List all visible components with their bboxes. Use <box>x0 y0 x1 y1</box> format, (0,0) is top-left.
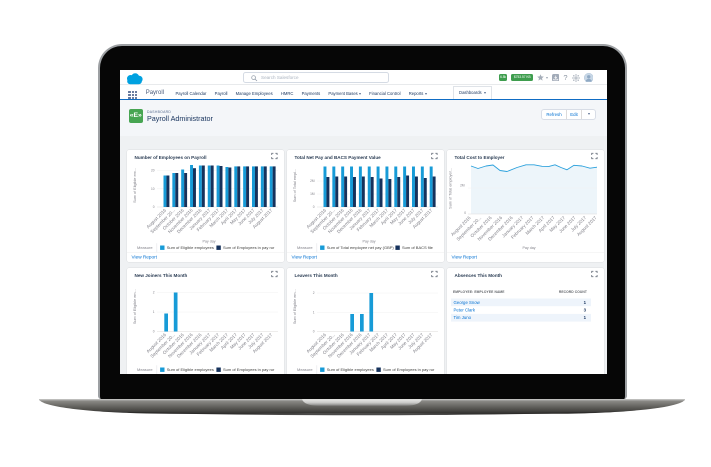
svg-text:Absences This Month: Absences This Month <box>455 273 503 278</box>
svg-text:Pay day: Pay day <box>203 239 216 243</box>
svg-text:1: 1 <box>313 310 315 314</box>
svg-text:2M: 2M <box>460 184 465 188</box>
svg-text:Leavers This Month: Leavers This Month <box>295 273 338 278</box>
svg-text:Sum of Eligible employees: Sum of Eligible employees <box>327 367 374 372</box>
svg-text:View Report: View Report <box>132 254 158 259</box>
svg-text:1: 1 <box>153 310 155 314</box>
svg-text:1: 1 <box>584 315 587 320</box>
svg-text:Total Net Pay and BACS Payment: Total Net Pay and BACS Payment Value <box>295 155 382 160</box>
svg-text:Measure: Measure <box>137 245 153 250</box>
svg-text:Sum of Eligible em...: Sum of Eligible em... <box>133 289 137 324</box>
svg-text:Sum of Eligible employees: Sum of Eligible employees <box>167 245 214 250</box>
svg-text:0: 0 <box>313 330 315 334</box>
svg-text:Sum of Total empl...: Sum of Total empl... <box>293 169 297 202</box>
svg-text:Total Cost to Employer: Total Cost to Employer <box>455 155 505 160</box>
svg-text:Pay day: Pay day <box>363 239 376 243</box>
svg-text:Sum of Total employer...: Sum of Total employer... <box>449 168 453 209</box>
svg-text:Number of Employees on Payroll: Number of Employees on Payroll <box>135 155 207 160</box>
svg-text:20: 20 <box>151 169 155 173</box>
svg-text:George Snow: George Snow <box>454 300 481 305</box>
svg-text:10: 10 <box>151 187 155 191</box>
svg-text:1: 1 <box>584 300 587 305</box>
svg-text:Sum of Employees in pay rur: Sum of Employees in pay rur <box>383 367 435 372</box>
svg-text:Measure: Measure <box>137 367 153 372</box>
svg-text:New Joiners This Month: New Joiners This Month <box>135 273 188 278</box>
svg-text:Peter Clark: Peter Clark <box>454 307 476 312</box>
svg-text:EMPLOYEE: EMPLOYEE NAME: EMPLOYEE: EMPLOYEE NAME <box>453 290 505 294</box>
svg-text:0: 0 <box>153 205 155 209</box>
svg-text:2: 2 <box>313 291 315 295</box>
svg-text:Sum of Eligible em...: Sum of Eligible em... <box>133 168 137 203</box>
svg-text:Tim Juno: Tim Juno <box>454 315 472 320</box>
svg-text:0: 0 <box>313 205 315 209</box>
svg-text:0: 0 <box>153 330 155 334</box>
svg-text:Sum of Employees in pay rur: Sum of Employees in pay rur <box>223 367 275 372</box>
svg-text:0: 0 <box>464 211 466 215</box>
svg-text:Sum of Employees in pay rur: Sum of Employees in pay rur <box>223 245 275 250</box>
svg-text:Sum of Total employee net pay: Sum of Total employee net pay (GBP) <box>327 245 395 250</box>
svg-text:Pay day: Pay day <box>523 246 536 250</box>
svg-text:RECORD COUNT: RECORD COUNT <box>559 290 587 294</box>
svg-text:View Report: View Report <box>452 254 478 259</box>
svg-text:2: 2 <box>153 291 155 295</box>
svg-text:2M: 2M <box>310 179 315 183</box>
svg-text:Sum of Eligible em...: Sum of Eligible em... <box>293 289 297 324</box>
svg-text:Sum of BACS file: Sum of BACS file <box>402 245 434 250</box>
svg-text:View Report: View Report <box>292 254 318 259</box>
svg-text:Sum of Eligible employees: Sum of Eligible employees <box>167 367 214 372</box>
svg-text:3: 3 <box>584 307 587 312</box>
svg-text:Measure: Measure <box>297 245 313 250</box>
svg-text:1M: 1M <box>310 192 315 196</box>
svg-text:Measure: Measure <box>297 367 313 372</box>
